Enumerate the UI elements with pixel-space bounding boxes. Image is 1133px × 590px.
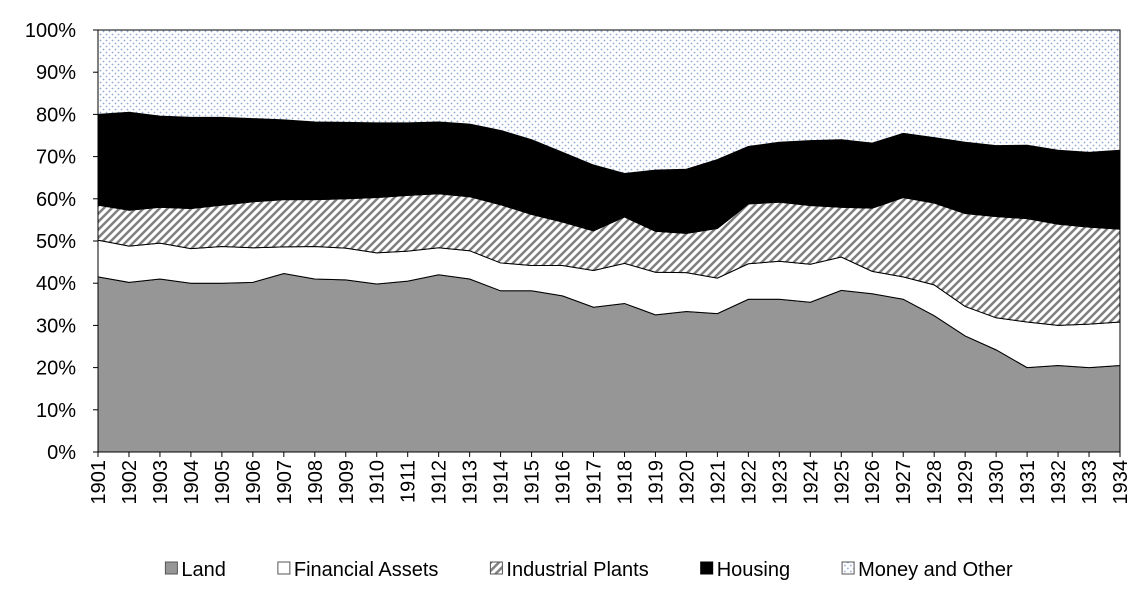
y-tick-label: 90% <box>36 62 76 84</box>
y-tick-label: 50% <box>36 231 76 253</box>
x-tick-label: 1912 <box>429 460 451 505</box>
area <box>97 29 1121 174</box>
x-tick-label: 1932 <box>1048 460 1070 505</box>
y-tick-label: 100% <box>25 20 76 42</box>
x-tick-label: 1934 <box>1110 460 1132 505</box>
x-tick-label: 1905 <box>212 460 234 505</box>
x-tick-label: 1915 <box>522 460 544 505</box>
y-tick-label: 60% <box>36 189 76 211</box>
x-tick-label: 1921 <box>707 460 729 505</box>
x-tick-label: 1916 <box>553 460 575 505</box>
y-tick-label: 70% <box>36 147 76 169</box>
y-tick-label: 20% <box>36 358 76 380</box>
x-tick-label: 1917 <box>584 460 606 505</box>
x-tick-label: 1933 <box>1079 460 1101 505</box>
x-tick-label: 1911 <box>398 460 420 503</box>
x-tick-label: 1907 <box>274 460 296 505</box>
x-tick-label: 1920 <box>676 460 698 505</box>
y-tick-label: 40% <box>36 273 76 295</box>
x-tick-label: 1903 <box>150 460 172 505</box>
legend-label: Financial Assets <box>294 559 439 581</box>
x-tick-label: 1918 <box>614 460 636 505</box>
legend-swatch <box>164 561 178 575</box>
x-tick-label: 1919 <box>645 460 667 505</box>
x-tick-label: 1931 <box>1017 460 1039 505</box>
legend-swatch <box>841 561 855 575</box>
legend-label: Money and Other <box>858 559 1013 581</box>
legend-label: Land <box>181 559 226 581</box>
y-tick-label: 80% <box>36 104 76 126</box>
legend: Land Financial Assets Industrial Plants Hou… <box>164 559 1013 581</box>
x-tick-label: 1929 <box>955 460 977 505</box>
legend-swatch <box>700 561 714 575</box>
x-tick-label: 1926 <box>862 460 884 505</box>
x-tick-label: 1925 <box>831 460 853 505</box>
x-tick-label: 1902 <box>119 460 141 505</box>
x-tick-label: 1928 <box>924 460 946 505</box>
legend-swatch <box>489 561 503 575</box>
x-tick-label: 1910 <box>367 460 389 505</box>
x-tick-label: 1913 <box>460 460 482 505</box>
x-tick-label: 1906 <box>243 460 265 505</box>
x-tick-label: 1922 <box>738 460 760 505</box>
legend-label: Industrial Plants <box>506 559 648 581</box>
y-tick-label: 30% <box>36 315 76 337</box>
x-tick-label: 1909 <box>336 460 358 505</box>
y-tick-label: 10% <box>36 400 76 422</box>
x-tick-label: 1914 <box>491 460 513 505</box>
x-tick-label: 1923 <box>769 460 791 505</box>
x-tick-label: 1930 <box>986 460 1008 505</box>
x-tick-label: 1904 <box>181 460 203 505</box>
x-tick-label: 1924 <box>800 460 822 505</box>
x-tick-label: 1927 <box>893 460 915 505</box>
legend-swatch <box>277 561 291 575</box>
x-tick-label: 1901 <box>88 460 110 505</box>
y-tick-label: 0% <box>47 442 76 464</box>
legend-label: Housing <box>717 559 790 581</box>
x-tick-label: 1908 <box>305 460 327 505</box>
